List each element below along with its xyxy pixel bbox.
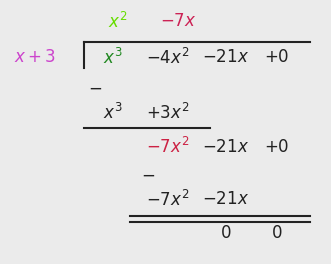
Text: $-$: $-$ — [141, 167, 155, 183]
Text: $-7x^2$: $-7x^2$ — [146, 190, 190, 210]
Text: $-7x^2$: $-7x^2$ — [146, 137, 190, 157]
Text: $x^3$: $x^3$ — [103, 103, 123, 123]
Text: $+3x^2$: $+3x^2$ — [146, 103, 190, 123]
Text: $+0$: $+0$ — [264, 139, 290, 155]
Text: $-7x$: $-7x$ — [160, 13, 196, 31]
Text: $x^2$: $x^2$ — [108, 12, 128, 32]
Text: $x+3$: $x+3$ — [14, 50, 56, 67]
Text: $-21x$: $-21x$ — [203, 191, 250, 209]
Text: $-4x^2$: $-4x^2$ — [146, 48, 190, 68]
Text: $0$: $0$ — [220, 225, 232, 243]
Text: $0$: $0$ — [271, 225, 283, 243]
Text: $-21x$: $-21x$ — [203, 139, 250, 155]
Text: $x^3$: $x^3$ — [103, 48, 123, 68]
Text: $-21x$: $-21x$ — [203, 50, 250, 67]
Text: $+0$: $+0$ — [264, 50, 290, 67]
Text: $-$: $-$ — [88, 79, 102, 97]
